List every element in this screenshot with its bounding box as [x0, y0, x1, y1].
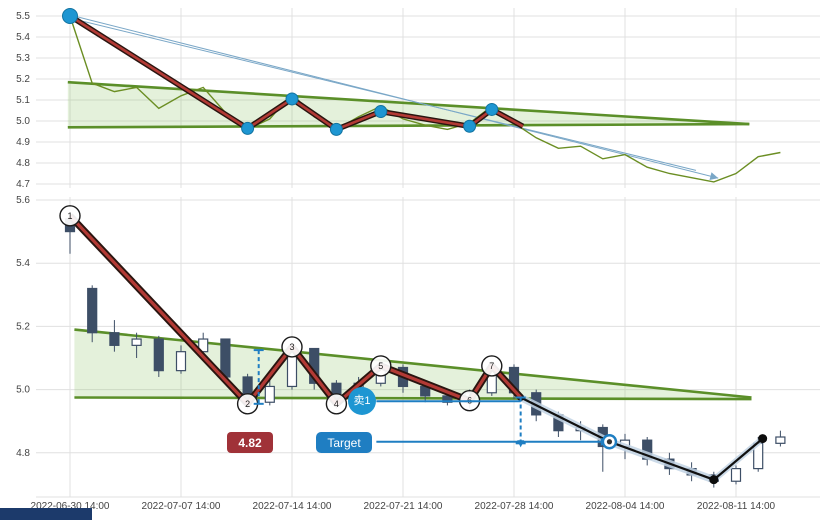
svg-text:4.8: 4.8	[16, 448, 30, 459]
svg-text:1: 1	[67, 211, 72, 221]
svg-text:5.1: 5.1	[16, 95, 30, 106]
svg-text:4.8: 4.8	[16, 158, 30, 169]
forecast	[517, 393, 768, 485]
pivot-circle[interactable]	[370, 355, 392, 377]
svg-text:5: 5	[378, 361, 383, 371]
axis-labels: 5.5 5.4 5.3 5.2 5.1 5.0 4.9 4.8 4.7 5.6 5.4 5.2 5.0 4…	[16, 11, 775, 512]
svg-text:5.2: 5.2	[16, 321, 30, 332]
svg-text:4.7: 4.7	[16, 179, 30, 190]
pivot-circle[interactable]	[281, 336, 303, 358]
svg-text:5.3: 5.3	[16, 53, 30, 64]
price-line	[69, 15, 781, 183]
svg-text:5.2: 5.2	[16, 74, 30, 85]
svg-text:3: 3	[289, 342, 294, 352]
svg-text:2022-07-14 14:00: 2022-07-14 14:00	[253, 501, 332, 512]
trend-channel	[69, 14, 719, 180]
bottom-left-chip[interactable]	[0, 508, 92, 520]
svg-text:5.4: 5.4	[16, 258, 30, 269]
svg-text:5.0: 5.0	[16, 385, 30, 396]
svg-text:2022-08-04 14:00: 2022-08-04 14:00	[586, 501, 665, 512]
svg-text:7: 7	[489, 361, 494, 371]
svg-text:5.5: 5.5	[16, 11, 30, 22]
svg-text:5.6: 5.6	[16, 195, 30, 206]
svg-text:2022-07-07 14:00: 2022-07-07 14:00	[142, 501, 221, 512]
svg-text:2: 2	[245, 399, 250, 409]
pivot-circle[interactable]	[481, 355, 503, 377]
top-zigzag	[62, 8, 525, 136]
svg-text:2022-07-21 14:00: 2022-07-21 14:00	[364, 501, 443, 512]
pivot-markers: 1234567	[59, 205, 503, 415]
svg-text:2022-06-30 14:00: 2022-06-30 14:00	[31, 501, 110, 512]
sell-signal-badge[interactable]: 卖1	[348, 387, 376, 415]
annotations	[253, 349, 618, 450]
svg-text:2022-07-28 14:00: 2022-07-28 14:00	[475, 501, 554, 512]
svg-text:2022-08-11 14:00: 2022-08-11 14:00	[697, 501, 776, 512]
svg-text:4.9: 4.9	[16, 137, 30, 148]
svg-text:5.0: 5.0	[16, 116, 30, 127]
svg-text:4: 4	[334, 399, 339, 409]
price-badge[interactable]: 4.82	[227, 432, 273, 453]
target-badge[interactable]: Target	[316, 432, 372, 453]
svg-text:5.4: 5.4	[16, 32, 30, 43]
gridlines	[36, 8, 820, 498]
pivot-circle[interactable]	[325, 393, 348, 415]
pivot-circle[interactable]	[59, 205, 81, 227]
